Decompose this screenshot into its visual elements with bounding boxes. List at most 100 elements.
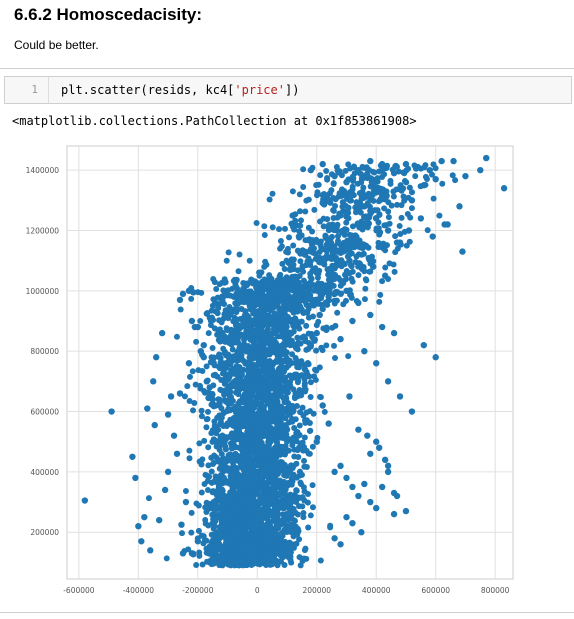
scatter-point (208, 314, 215, 321)
scatter-point (233, 377, 240, 384)
scatter-point (266, 380, 273, 387)
scatter-point (216, 281, 223, 288)
scatter-point (336, 190, 343, 197)
scatter-point (207, 359, 214, 366)
scatter-point (314, 189, 321, 196)
scatter-point (178, 521, 185, 528)
scatter-point (294, 531, 301, 538)
scatter-point (289, 418, 296, 425)
scatter-point (297, 208, 304, 215)
scatter-point (217, 480, 224, 487)
scatter-point (276, 311, 283, 318)
scatter-point (343, 287, 350, 295)
scatter-point (204, 487, 211, 494)
code-cell[interactable]: 1 plt.scatter(resids, kc4['price']) (4, 76, 572, 104)
scatter-point (266, 281, 273, 288)
scatter-point (382, 222, 389, 229)
scatter-point (211, 354, 218, 361)
scatter-point (271, 448, 278, 455)
scatter-point (239, 394, 246, 401)
scatter-point (294, 334, 301, 341)
scatter-point (234, 329, 241, 336)
scatter-point (164, 468, 172, 476)
scatter-point (190, 289, 197, 296)
scatter-point (300, 166, 307, 173)
scatter-point (186, 398, 193, 405)
scatter-point (436, 212, 443, 219)
scatter-point (284, 291, 291, 298)
scatter-point (276, 226, 283, 233)
scatter-point (269, 299, 276, 306)
scatter-point (196, 440, 203, 447)
scatter-point (354, 199, 361, 206)
scatter-point (353, 253, 360, 260)
scatter-point (248, 344, 255, 351)
scatter-point (300, 447, 307, 454)
scatter-point (228, 445, 235, 452)
scatter-point (323, 168, 330, 175)
scatter-point (200, 341, 207, 349)
scatter-point (360, 164, 367, 171)
scatter-point (281, 308, 288, 315)
scatter-point (261, 294, 268, 301)
scatter-point (224, 408, 231, 415)
y-tick-label: 600000 (30, 408, 59, 417)
scatter-point (319, 305, 326, 313)
scatter-point (305, 330, 312, 337)
scatter-point (388, 202, 395, 209)
scatter-point (284, 379, 291, 386)
scatter-point (358, 263, 365, 270)
scatter-point (381, 171, 388, 178)
scatter-point (294, 307, 301, 314)
scatter-point (281, 317, 288, 324)
scatter-point (220, 287, 227, 294)
scatter-point (295, 339, 302, 346)
scatter-point (381, 205, 388, 212)
scatter-point (235, 322, 242, 329)
scatter-point (302, 208, 309, 215)
scatter-point (303, 346, 310, 353)
scatter-point (358, 242, 365, 249)
scatter-point (208, 468, 215, 475)
scatter-point (373, 504, 380, 512)
scatter-point (202, 517, 209, 524)
scatter-point (228, 430, 235, 437)
scatter-point (297, 409, 304, 416)
code-cell-source[interactable]: plt.scatter(resids, kc4['price']) (61, 77, 299, 103)
scatter-point (477, 166, 484, 174)
scatter-point (346, 270, 353, 277)
scatter-point (264, 528, 271, 535)
scatter-point (237, 292, 244, 299)
x-axis-tick-labels: -600000 -400000 -200000 0 200000 400000 600000… (63, 586, 509, 595)
scatter-point (332, 263, 339, 270)
scatter-point (153, 354, 160, 361)
scatter-point (223, 312, 230, 319)
scatter-point (322, 299, 329, 307)
scatter-point (396, 393, 404, 400)
scatter-point (203, 499, 210, 506)
scatter-point (362, 285, 369, 292)
scatter-point (317, 393, 324, 400)
scatter-point (226, 500, 233, 507)
scatter-point (259, 328, 266, 335)
scatter-point (215, 305, 222, 312)
scatter-point (245, 397, 252, 404)
scatter-point (227, 510, 234, 518)
y-tick-label: 1200000 (26, 226, 60, 235)
scatter-point (262, 416, 269, 423)
scatter-point (285, 510, 292, 517)
scatter-point (280, 504, 288, 512)
scatter-point (376, 298, 383, 305)
scatter-point (241, 512, 248, 519)
scatter-point (330, 195, 337, 202)
scatter-point (414, 163, 422, 171)
scatter-point (268, 529, 276, 536)
scatter-point (269, 561, 276, 568)
scatter-point (320, 223, 327, 230)
scatter-point (294, 364, 301, 371)
scatter-point (240, 380, 247, 387)
scatter-point (269, 224, 276, 231)
scatter-point (303, 464, 310, 471)
scatter-point (219, 432, 226, 439)
scatter-point (264, 301, 271, 308)
